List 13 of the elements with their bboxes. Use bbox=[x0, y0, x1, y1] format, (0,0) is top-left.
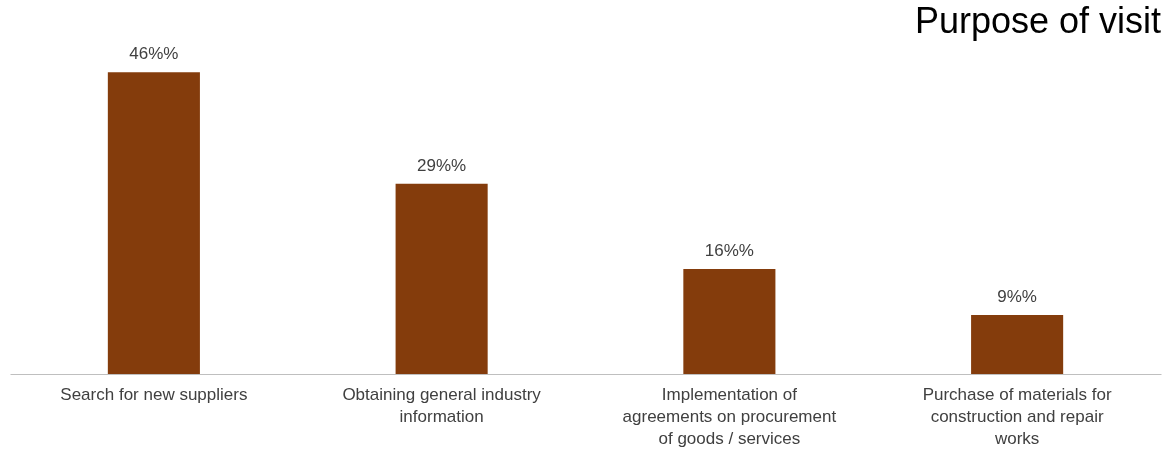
data-label: 9%% bbox=[997, 286, 1037, 306]
bar bbox=[107, 72, 200, 374]
x-tick-label: Obtaining general industry information bbox=[342, 384, 542, 426]
bar bbox=[395, 183, 488, 374]
x-tick-label: Purchase of materials for construction and repair works bbox=[922, 384, 1112, 448]
x-tick-label: Implementation of agreements on procurement of goods / services bbox=[622, 384, 837, 448]
data-label: 16%% bbox=[704, 241, 754, 261]
data-label: 29%% bbox=[417, 155, 467, 175]
bar bbox=[971, 314, 1064, 374]
bar bbox=[683, 269, 776, 374]
data-label: 46%% bbox=[129, 44, 179, 64]
x-tick-label: Search for new suppliers bbox=[60, 384, 248, 404]
chart-title: Purpose of visit bbox=[914, 0, 1161, 42]
